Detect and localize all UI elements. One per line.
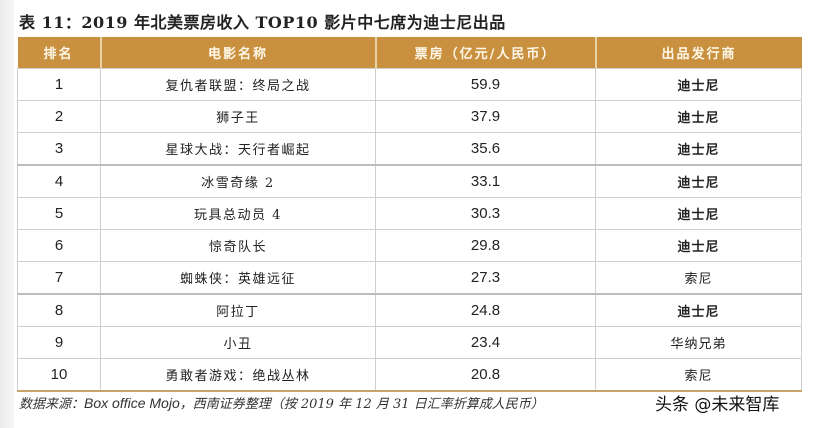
cell-box-office: 29.8	[375, 229, 596, 262]
header-box-office: 票房（亿元/人民币）	[374, 37, 596, 69]
cell-box-office: 35.6	[375, 132, 596, 166]
cell-rank: 7	[17, 261, 101, 295]
cell-box-office: 59.9	[375, 68, 596, 101]
cell-movie-name: 星球大战：天行者崛起	[100, 132, 376, 166]
cell-box-office: 37.9	[375, 100, 596, 133]
cell-box-office: 33.1	[375, 164, 596, 198]
cell-box-office: 23.4	[375, 326, 596, 359]
box-office-table: 排名 电影名称 票房（亿元/人民币） 出品发行商 1 复仇者联盟：终局之战 59…	[17, 37, 802, 392]
cell-movie-name: 惊奇队长	[100, 229, 376, 262]
cell-movie-name: 玩具总动员 4	[100, 197, 376, 230]
cell-rank: 4	[17, 164, 101, 198]
table-row: 2 狮子王 37.9 迪士尼	[17, 100, 802, 133]
header-publisher: 出品发行商	[594, 37, 802, 69]
cell-movie-name: 冰雪奇缘 2	[100, 164, 376, 198]
table-row: 9 小丑 23.4 华纳兄弟	[17, 326, 802, 359]
cell-movie-name: 蜘蛛侠：英雄远征	[100, 261, 376, 295]
cell-publisher: 迪士尼	[595, 132, 802, 166]
cell-rank: 10	[17, 358, 101, 392]
cell-rank: 5	[17, 197, 101, 230]
cell-box-office: 24.8	[375, 293, 596, 327]
header-rank: 排名	[17, 37, 101, 69]
cell-publisher: 迪士尼	[595, 68, 802, 101]
cell-rank: 2	[17, 100, 101, 133]
table-row: 1 复仇者联盟：终局之战 59.9 迪士尼	[17, 68, 802, 101]
source-suffix: ，西南证券整理（按 2019 年 12 月 31 日汇率折算成人民币）	[179, 397, 544, 412]
cell-publisher: 华纳兄弟	[595, 326, 802, 359]
cell-publisher: 迪士尼	[595, 229, 802, 262]
table-row: 6 惊奇队长 29.8 迪士尼	[17, 229, 802, 262]
cell-movie-name: 狮子王	[100, 100, 376, 133]
table-row: 5 玩具总动员 4 30.3 迪士尼	[17, 197, 802, 230]
watermark: 头条 @未来智库	[655, 395, 780, 415]
source-name: Box office Mojo	[84, 395, 180, 411]
cell-box-office: 30.3	[375, 197, 596, 230]
cell-publisher: 索尼	[595, 261, 802, 295]
table-row: 8 阿拉丁 24.8 迪士尼	[17, 293, 802, 327]
header-movie-name: 电影名称	[99, 37, 376, 69]
box-office-table-container: 排名 电影名称 票房（亿元/人民币） 出品发行商 1 复仇者联盟：终局之战 59…	[17, 37, 802, 392]
cell-box-office: 27.3	[375, 261, 596, 295]
cell-publisher: 迪士尼	[595, 164, 802, 198]
cell-publisher: 迪士尼	[595, 293, 802, 327]
cell-rank: 8	[17, 293, 101, 327]
cell-movie-name: 勇敢者游戏：绝战丛林	[100, 358, 376, 392]
cell-publisher: 迪士尼	[595, 197, 802, 230]
cell-publisher: 迪士尼	[595, 100, 802, 133]
cell-publisher: 索尼	[595, 358, 802, 392]
table-header-row: 排名 电影名称 票房（亿元/人民币） 出品发行商	[17, 37, 802, 69]
cell-movie-name: 阿拉丁	[100, 293, 376, 327]
cell-rank: 9	[17, 326, 101, 359]
cell-movie-name: 复仇者联盟：终局之战	[100, 68, 376, 101]
cell-box-office: 20.8	[375, 358, 596, 392]
source-prefix: 数据来源：	[19, 397, 85, 412]
table-row: 3 星球大战：天行者崛起 35.6 迪士尼	[17, 132, 802, 166]
cell-rank: 6	[17, 229, 101, 262]
data-source-note: 数据来源：Box office Mojo，西南证券整理（按 2019 年 12 …	[19, 393, 544, 412]
cell-rank: 1	[17, 68, 101, 101]
page-edge-shadow	[0, 0, 14, 428]
table-row: 10 勇敢者游戏：绝战丛林 20.8 索尼	[17, 358, 802, 392]
cell-rank: 3	[17, 132, 101, 166]
table-row: 7 蜘蛛侠：英雄远征 27.3 索尼	[17, 261, 802, 295]
table-row: 4 冰雪奇缘 2 33.1 迪士尼	[17, 164, 802, 198]
table-title: 表 11：2019 年北美票房收入 TOP10 影片中七席为迪士尼出品	[19, 13, 506, 32]
cell-movie-name: 小丑	[100, 326, 376, 359]
